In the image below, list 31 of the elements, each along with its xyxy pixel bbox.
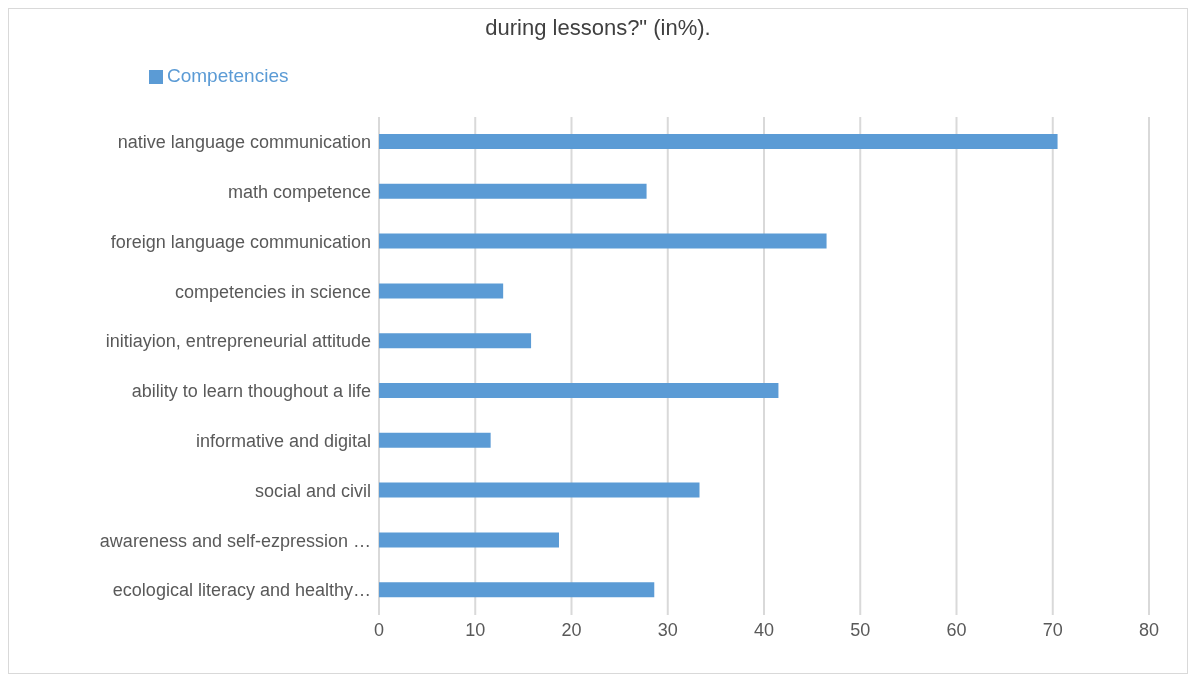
y-tick-label: social and civil [254,480,371,501]
bar [379,582,655,598]
y-tick-label: ecological literacy and healthy… [112,580,371,601]
bar [379,233,827,249]
bar [379,183,647,199]
bar [379,283,504,299]
y-tick-label: awareness and self-ezpression … [99,530,371,551]
y-tick-label: ability to learn thoughout a life [131,381,371,402]
y-tick-label: native language communication [117,132,371,153]
y-tick-label: informative and digital [195,431,371,452]
chart-title: during lessons?" (in%). [484,14,712,42]
x-tick-label: 0 [373,619,385,640]
legend-label: Competencies [167,65,289,86]
bar [379,432,491,448]
x-tick-label: 60 [946,619,967,640]
x-tick-label: 10 [465,619,486,640]
bar [379,532,559,548]
bar [379,134,1058,149]
x-tick-label: 80 [1138,619,1160,640]
y-tick-label: competencies in science [174,281,371,302]
bar [379,383,779,398]
x-tick-label: 20 [561,619,582,640]
bar [379,482,700,498]
bar [379,333,532,349]
x-tick-label: 30 [657,619,678,640]
x-tick-label: 40 [753,619,775,640]
y-tick-label: math competence [227,182,371,203]
y-tick-label: initiayion, entrepreneurial attitude [105,331,371,352]
y-tick-label: foreign language communication [110,231,371,252]
x-tick-label: 70 [1042,619,1063,640]
x-tick-label: 50 [850,619,871,640]
